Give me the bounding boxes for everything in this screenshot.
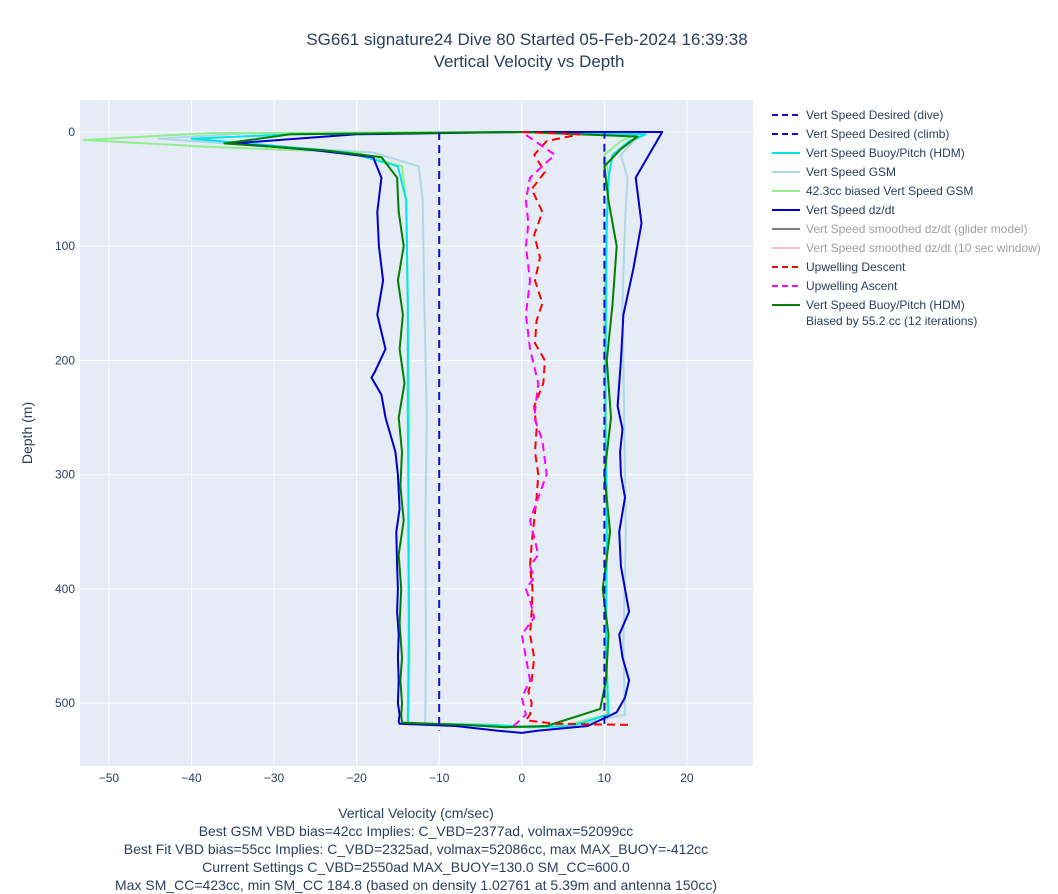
caption-line-1: Best GSM VBD bias=42cc Implies: C_VBD=23… [199,823,634,839]
legend-label: Upwelling Ascent [806,279,898,293]
legend-label: Vert Speed Desired (dive) [806,108,943,122]
legend-label: 42.3cc biased Vert Speed GSM [806,184,973,198]
legend-item-6[interactable]: Vert Speed smoothed dz/dt (glider model) [772,222,1027,236]
legend-item-3[interactable]: Vert Speed GSM [772,165,896,179]
legend-item-1[interactable]: Vert Speed Desired (climb) [772,127,949,141]
y-tick-label: 100 [55,239,75,253]
y-axis-ticks: 0 100 200 300 400 500 [55,125,75,710]
legend-label-line-2: Biased by 55.2 cc (12 iterations) [806,314,977,328]
legend-label: Vert Speed GSM [806,165,896,179]
chart-title: SG661 signature24 Dive 80 Started 05-Feb… [306,30,747,49]
caption-line-3: Current Settings C_VBD=2550ad MAX_BUOY=1… [202,859,630,875]
x-axis-ticks: −50 −40 −30 −20 −10 0 10 20 [99,771,694,785]
x-axis-title: Vertical Velocity (cm/sec) [338,805,494,821]
series-line-9 [512,131,556,727]
y-tick-label: 300 [55,468,75,482]
x-tick-label: 10 [598,771,612,785]
x-tick-label: 20 [680,771,694,785]
legend-item-8[interactable]: Upwelling Descent [772,260,906,274]
legend-label: Vert Speed dz/dt [806,203,895,217]
y-tick-label: 200 [55,353,75,367]
legend-item-0[interactable]: Vert Speed Desired (dive) [772,108,943,122]
x-tick-label: −10 [429,771,450,785]
legend-item-2[interactable]: Vert Speed Buoy/Pitch (HDM) [772,146,965,160]
y-axis-title: Depth (m) [19,402,35,464]
legend-item-9[interactable]: Upwelling Ascent [772,279,898,293]
legend-item-10[interactable]: Vert Speed Buoy/Pitch (HDM) Biased by 55.… [772,298,977,328]
legend-item-7[interactable]: Vert Speed smoothed dz/dt (10 sec window… [772,241,1041,255]
legend-label: Upwelling Descent [806,260,906,274]
series-line-10 [223,131,639,729]
legend-label: Vert Speed Buoy/Pitch (HDM) [806,298,965,312]
legend-label: Vert Speed smoothed dz/dt (glider model) [806,222,1027,236]
series-layer [83,131,664,734]
legend[interactable]: Vert Speed Desired (dive) Vert Speed Desi… [772,108,1041,328]
legend-item-4[interactable]: 42.3cc biased Vert Speed GSM [772,184,973,198]
legend-label: Vert Speed Buoy/Pitch (HDM) [806,146,965,160]
legend-label: Vert Speed Desired (climb) [806,127,949,141]
series-line-5 [231,131,664,734]
plot-area[interactable] [80,100,753,766]
y-tick-label: 500 [55,696,75,710]
chart-subtitle: Vertical Velocity vs Depth [434,52,625,71]
caption-line-2: Best Fit VBD bias=55cc Implies: C_VBD=23… [124,841,708,857]
x-tick-label: −20 [346,771,367,785]
x-tick-label: −30 [264,771,285,785]
y-tick-label: 400 [55,582,75,596]
x-tick-label: −50 [99,771,120,785]
legend-item-5[interactable]: Vert Speed dz/dt [772,203,895,217]
legend-label: Vert Speed smoothed dz/dt (10 sec window… [806,241,1041,255]
x-tick-label: −40 [181,771,202,785]
y-tick-label: 0 [68,125,75,139]
x-tick-label: 0 [518,771,525,785]
caption-line-4: Max SM_CC=423cc, min SM_CC 184.8 (based … [115,877,717,893]
